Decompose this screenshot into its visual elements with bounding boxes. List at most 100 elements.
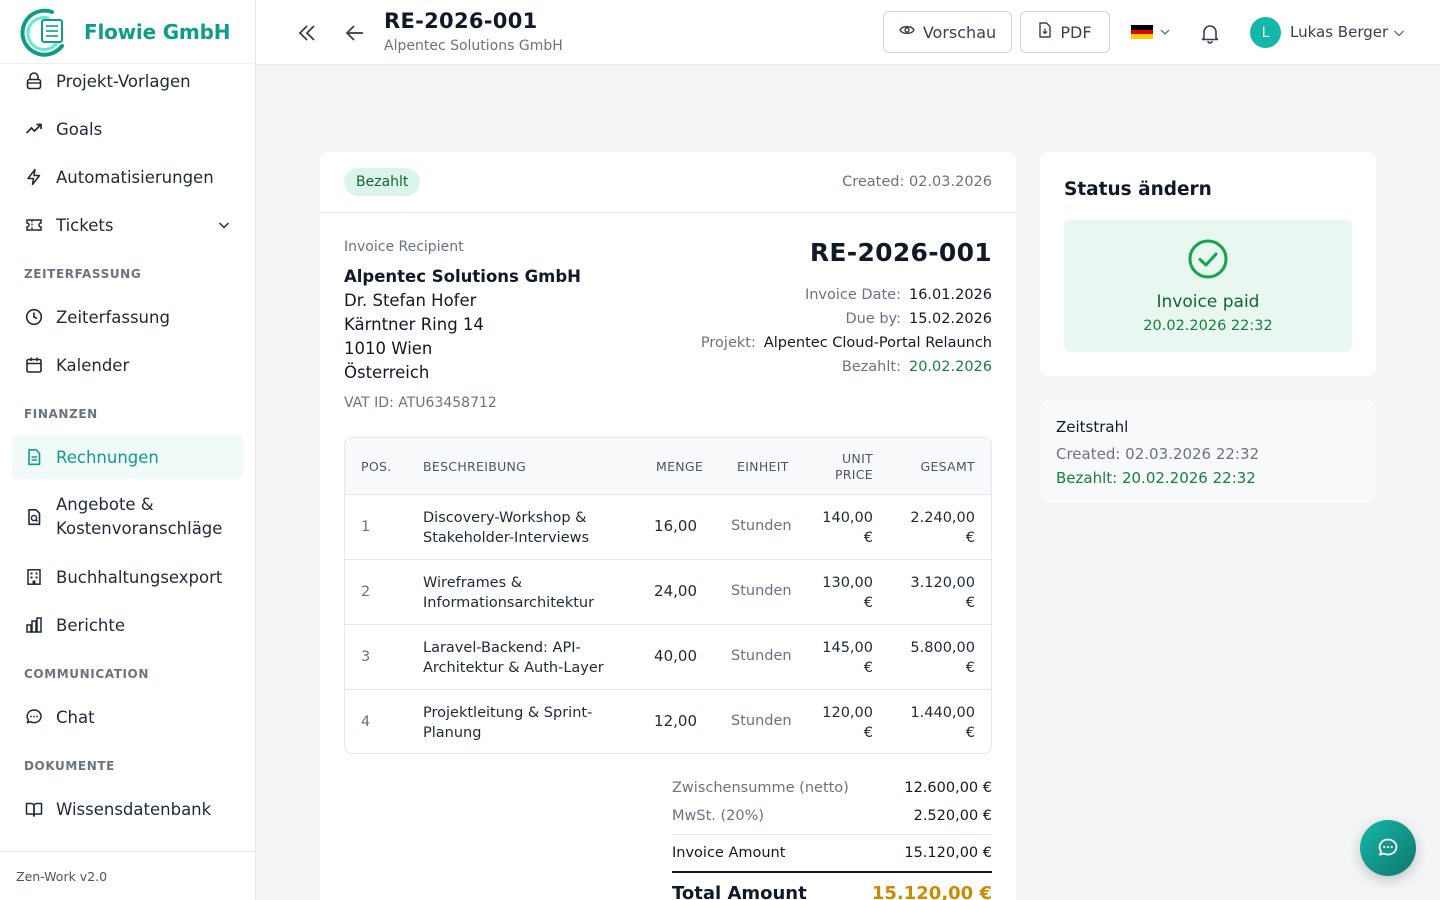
sidebar-item-chat[interactable]: Chat — [12, 695, 243, 739]
line-items-table: POS. BESCHREIBUNG MENGE EINHEIT UNIT PRI… — [344, 437, 992, 754]
sidebar-item-kalender[interactable]: Kalender — [12, 343, 243, 387]
sidebar-item-rechnungen[interactable]: Rechnungen — [12, 435, 243, 479]
avatar[interactable]: L — [1250, 17, 1281, 48]
recipient-label: Invoice Recipient — [344, 239, 464, 255]
brand[interactable]: Flowie GmbH — [0, 0, 255, 64]
sidebar-item-zeiterfassung[interactable]: Zeiterfassung — [12, 295, 243, 339]
row-total-currency: € — [965, 660, 975, 676]
recipient-city: 1010 Wien — [344, 339, 433, 358]
language-flag-de-icon[interactable] — [1131, 25, 1153, 39]
vat-value: 2.520,00 € — [913, 808, 992, 824]
row-total-value: 1.440,00 — [910, 705, 975, 721]
status-panel-title: Status ändern — [1064, 179, 1212, 200]
subtotal-row: Zwischensumme (netto) 12.600,00 € — [672, 780, 992, 796]
chevron-down-icon[interactable] — [217, 217, 231, 236]
created-date: Created: 02.03.2026 — [842, 174, 992, 190]
sidebar-item-projekt-vorlagen[interactable]: Projekt-Vorlagen — [12, 59, 243, 103]
due-date-label: Due by: — [845, 311, 901, 327]
row-total-currency: € — [965, 530, 975, 546]
row-total-value: 3.120,00 — [910, 575, 975, 591]
sidebar-item-label: Goals — [56, 119, 103, 139]
sidebar-item-berichte[interactable]: Berichte — [12, 603, 243, 647]
recipient-vat: VAT ID: ATU63458712 — [344, 395, 497, 411]
brand-name: Flowie GmbH — [84, 19, 231, 44]
row-unit: Stunden — [731, 583, 792, 599]
clock-icon — [24, 307, 44, 327]
sidebar-item-label: Buchhaltungsexport — [56, 567, 223, 587]
sidebar-item-label: Kalender — [56, 355, 130, 375]
row-description-line2: Stakeholder-Interviews — [423, 530, 590, 546]
vat-label: MwSt. (20%) — [672, 808, 765, 824]
pdf-button[interactable]: PDF — [1020, 11, 1110, 53]
row-description: Laravel-Backend: API- Architektur & Auth-… — [423, 638, 604, 678]
section-finanzen: FINANZEN — [24, 407, 98, 421]
row-description-line2: Planung — [423, 725, 482, 741]
preview-label: Vorschau — [922, 22, 997, 42]
table-header: POS. BESCHREIBUNG MENGE EINHEIT UNIT PRI… — [345, 438, 991, 494]
table-row: 3 Laravel-Backend: API- Architektur & Aut… — [345, 624, 991, 689]
chat-icon — [24, 707, 44, 727]
file-pdf-icon — [1038, 22, 1052, 42]
col-unit-price: UNIT PRICE — [835, 451, 873, 483]
invoice-date-row: Invoice Date: 16.01.2026 — [805, 287, 992, 303]
check-circle-icon — [1188, 239, 1228, 279]
sidebar-item-label-line2: Kostenvoranschläge — [56, 519, 223, 538]
sidebar-item-label: Angebote & — [56, 495, 154, 514]
row-unit: Stunden — [731, 518, 792, 534]
row-total: 2.240,00 € — [910, 508, 975, 548]
row-description-line1: Discovery-Workshop & — [423, 510, 587, 526]
row-total-currency: € — [965, 725, 975, 741]
row-quantity: 12,00 — [654, 712, 697, 730]
chat-bubble-icon — [1378, 838, 1398, 856]
paid-date-label: Bezahlt: — [841, 359, 901, 375]
user-name[interactable]: Lukas Berger — [1290, 23, 1389, 41]
sidebar-item-buchhaltungsexport[interactable]: Buchhaltungsexport — [12, 555, 243, 599]
invoice-card: Bezahlt Created: 02.03.2026 Invoice Reci… — [320, 152, 1016, 900]
page-subtitle: Alpentec Solutions GmbH — [384, 38, 563, 54]
page-title: RE-2026-001 — [384, 9, 538, 33]
user-menu-chevron-down-icon[interactable] — [1386, 20, 1412, 46]
row-unit-price: 130,00 € — [822, 573, 873, 613]
back-arrow-icon[interactable] — [342, 20, 368, 46]
invoice-date-value: 16.01.2026 — [908, 287, 992, 303]
eye-icon — [899, 22, 915, 42]
collapse-sidebar-icon[interactable] — [294, 20, 320, 46]
col-unit-price-line2: PRICE — [834, 467, 873, 482]
recipient-street: Kärntner Ring 14 — [344, 315, 484, 334]
recipient-country: Österreich — [344, 363, 430, 382]
preview-button[interactable]: Vorschau — [883, 11, 1012, 53]
top-header: RE-2026-001 Alpentec Solutions GmbH Vors… — [256, 0, 1440, 65]
ticket-icon — [24, 215, 44, 235]
calendar-icon — [24, 355, 44, 375]
bell-icon[interactable] — [1197, 20, 1223, 46]
row-description: Discovery-Workshop & Stakeholder-Intervie… — [423, 508, 589, 548]
sidebar-item-goals[interactable]: Goals — [12, 107, 243, 151]
sidebar-item-automatisierungen[interactable]: Automatisierungen — [12, 155, 243, 199]
row-total-value: 5.800,00 — [910, 640, 975, 656]
invoice-paid-status[interactable]: Invoice paid 20.02.2026 22:32 — [1064, 220, 1352, 352]
sidebar-item-wissensdatenbank[interactable]: Wissensdatenbank — [12, 787, 243, 831]
recipient-contact: Dr. Stefan Hofer — [344, 291, 477, 310]
project-value[interactable]: Alpentec Cloud-Portal Relaunch — [763, 335, 992, 351]
total-amount-row: Total Amount 15.120,00 € — [672, 883, 992, 900]
sidebar-item-angebote[interactable]: Angebote & Kostenvoranschläge — [12, 485, 243, 549]
invoice-amount-row: Invoice Amount 15.120,00 € — [672, 845, 992, 861]
invoice-card-header: Bezahlt Created: 02.03.2026 — [320, 152, 1016, 213]
row-unit-price-currency: € — [863, 660, 873, 676]
sidebar: Flowie GmbH Projekt-Vorlagen Goals Autom… — [0, 0, 256, 900]
row-pos: 1 — [361, 519, 371, 535]
row-pos: 4 — [361, 714, 371, 730]
invoice-paid-date: 20.02.2026 22:32 — [1143, 318, 1273, 334]
table-row: 1 Discovery-Workshop & Stakeholder-Interv… — [345, 494, 991, 559]
chat-fab-button[interactable] — [1360, 820, 1416, 876]
recipient-company: Alpentec Solutions GmbH — [344, 267, 581, 286]
row-unit-price: 140,00 € — [822, 508, 873, 548]
language-chevron-down-icon[interactable] — [1157, 24, 1173, 40]
row-description: Projektleitung & Sprint- Planung — [423, 703, 592, 743]
row-unit-price-value: 130,00 — [822, 575, 873, 591]
sidebar-item-tickets[interactable]: Tickets — [12, 203, 243, 247]
row-unit: Stunden — [731, 648, 792, 664]
row-total-currency: € — [965, 595, 975, 611]
section-communication: COMMUNICATION — [24, 667, 149, 681]
row-unit-price-currency: € — [863, 530, 873, 546]
